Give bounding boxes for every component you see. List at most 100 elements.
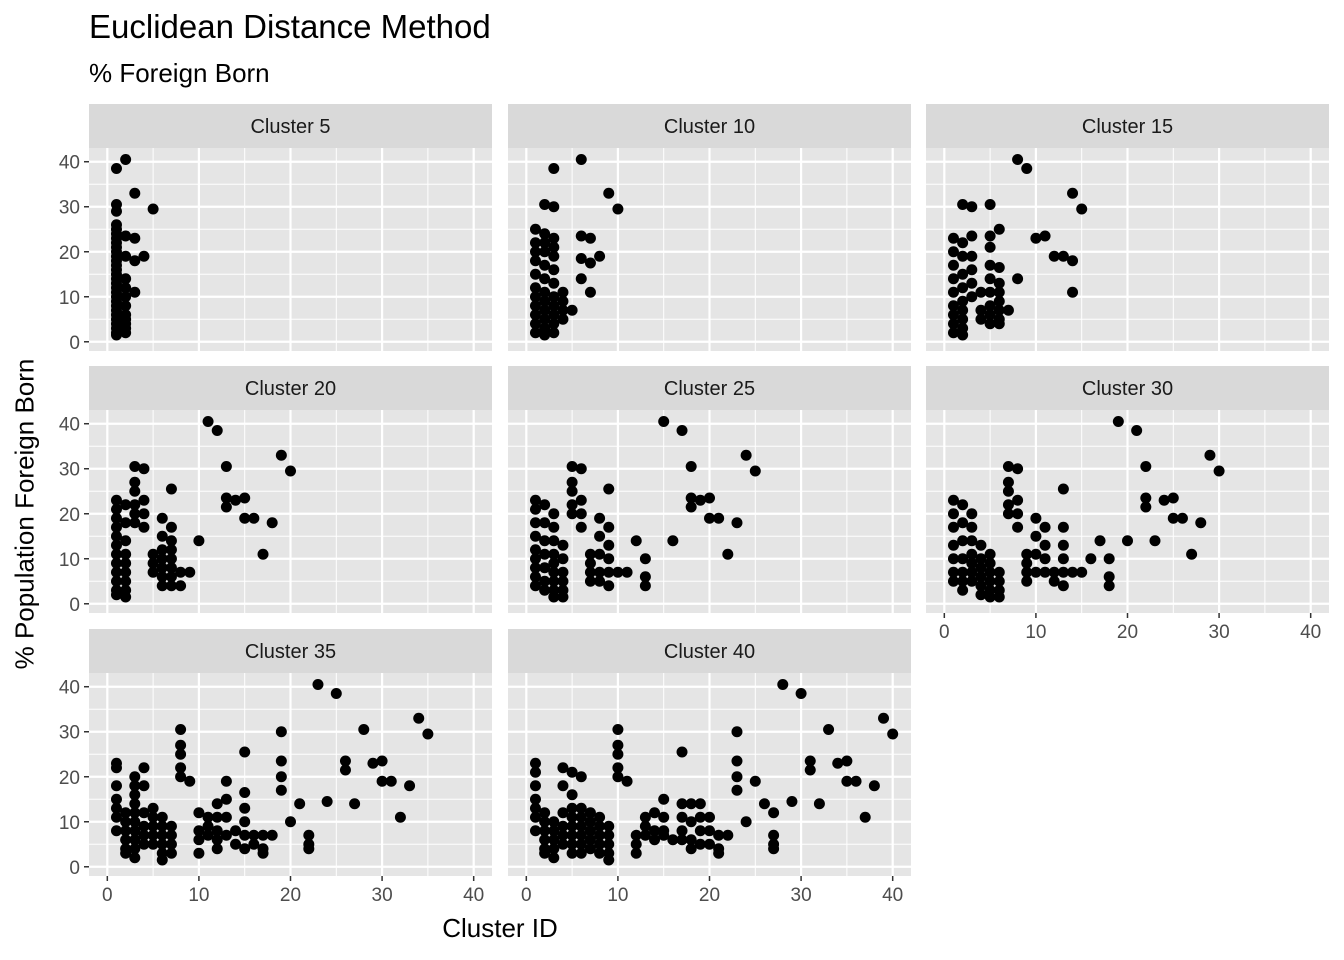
data-point [603,521,615,533]
y-tick-label: 30 [59,723,80,744]
x-axis-label: Cluster ID [442,913,558,943]
data-point [639,580,651,592]
facet-strip [926,104,1329,148]
data-point [957,198,969,210]
data-point [584,286,596,298]
data-point [1158,494,1170,506]
data-point [275,755,287,767]
data-point [339,755,351,767]
y-axis-label: % Population Foreign Born [9,358,40,670]
data-point [110,566,122,578]
data-point [257,829,269,841]
data-point [1039,566,1051,578]
data-point [966,250,978,262]
data-point [156,530,168,542]
data-point [1204,449,1216,461]
data-point [529,571,541,583]
data-point [694,838,706,850]
data-point [529,282,541,294]
data-point [584,557,596,569]
data-point [120,153,132,165]
data-point [612,203,624,215]
data-point [248,512,260,524]
data-point [165,580,177,592]
facet-strip-label: Cluster 40 [664,641,755,663]
data-point [110,205,122,217]
data-point [957,268,969,280]
data-point [704,825,715,837]
data-point [138,521,150,533]
data-point [120,535,132,547]
data-point [984,273,996,285]
data-point [548,318,560,330]
x-tick-label: 30 [791,885,812,906]
data-point [548,291,560,303]
data-point [731,784,743,796]
data-point [220,829,232,841]
data-point [566,820,578,832]
data-point [639,811,651,823]
data-point [575,253,587,265]
data-point [612,748,624,760]
data-point [1030,548,1042,560]
data-point [1039,553,1051,565]
data-point [211,811,223,823]
data-point [1057,566,1069,578]
data-point [548,300,560,312]
data-point [165,820,177,832]
data-point [1067,187,1079,199]
data-point [966,557,978,569]
data-point [120,250,132,262]
data-point [239,746,251,758]
data-point [957,282,969,294]
data-point [138,508,150,520]
data-point [138,820,150,832]
data-point [230,494,242,506]
data-point [768,807,780,819]
data-point [731,755,743,767]
data-point [110,762,122,774]
data-point [594,512,606,524]
data-point [129,255,141,267]
data-point [539,237,551,249]
data-point [731,726,743,738]
data-point [1021,575,1033,587]
data-point [529,255,541,267]
data-point [1057,250,1069,262]
data-point [1067,566,1079,578]
data-point [685,843,697,855]
data-point [984,198,996,210]
data-point [275,784,287,796]
data-point [1012,273,1024,285]
facet-strip [508,366,911,410]
data-point [966,548,978,560]
data-point [539,517,551,529]
data-point [129,508,141,520]
data-point [584,834,596,846]
data-point [993,262,1005,274]
data-point [548,309,560,321]
facet-strip-label: Cluster 5 [250,116,330,138]
data-point [1048,575,1060,587]
data-point [993,286,1005,298]
data-point [394,811,406,823]
data-point [129,476,141,488]
data-point [947,273,959,285]
data-point [947,575,959,587]
data-point [193,847,205,859]
data-point [147,557,159,569]
data-point [220,775,232,787]
data-point [548,852,560,864]
data-point [239,816,251,828]
data-point [539,584,551,596]
data-point [120,517,132,529]
x-tick-label: 20 [280,885,301,906]
data-point [529,793,541,805]
data-point [557,553,569,565]
data-point [202,829,214,841]
data-point [575,494,587,506]
x-tick-label: 0 [521,885,532,906]
data-point [557,838,569,850]
